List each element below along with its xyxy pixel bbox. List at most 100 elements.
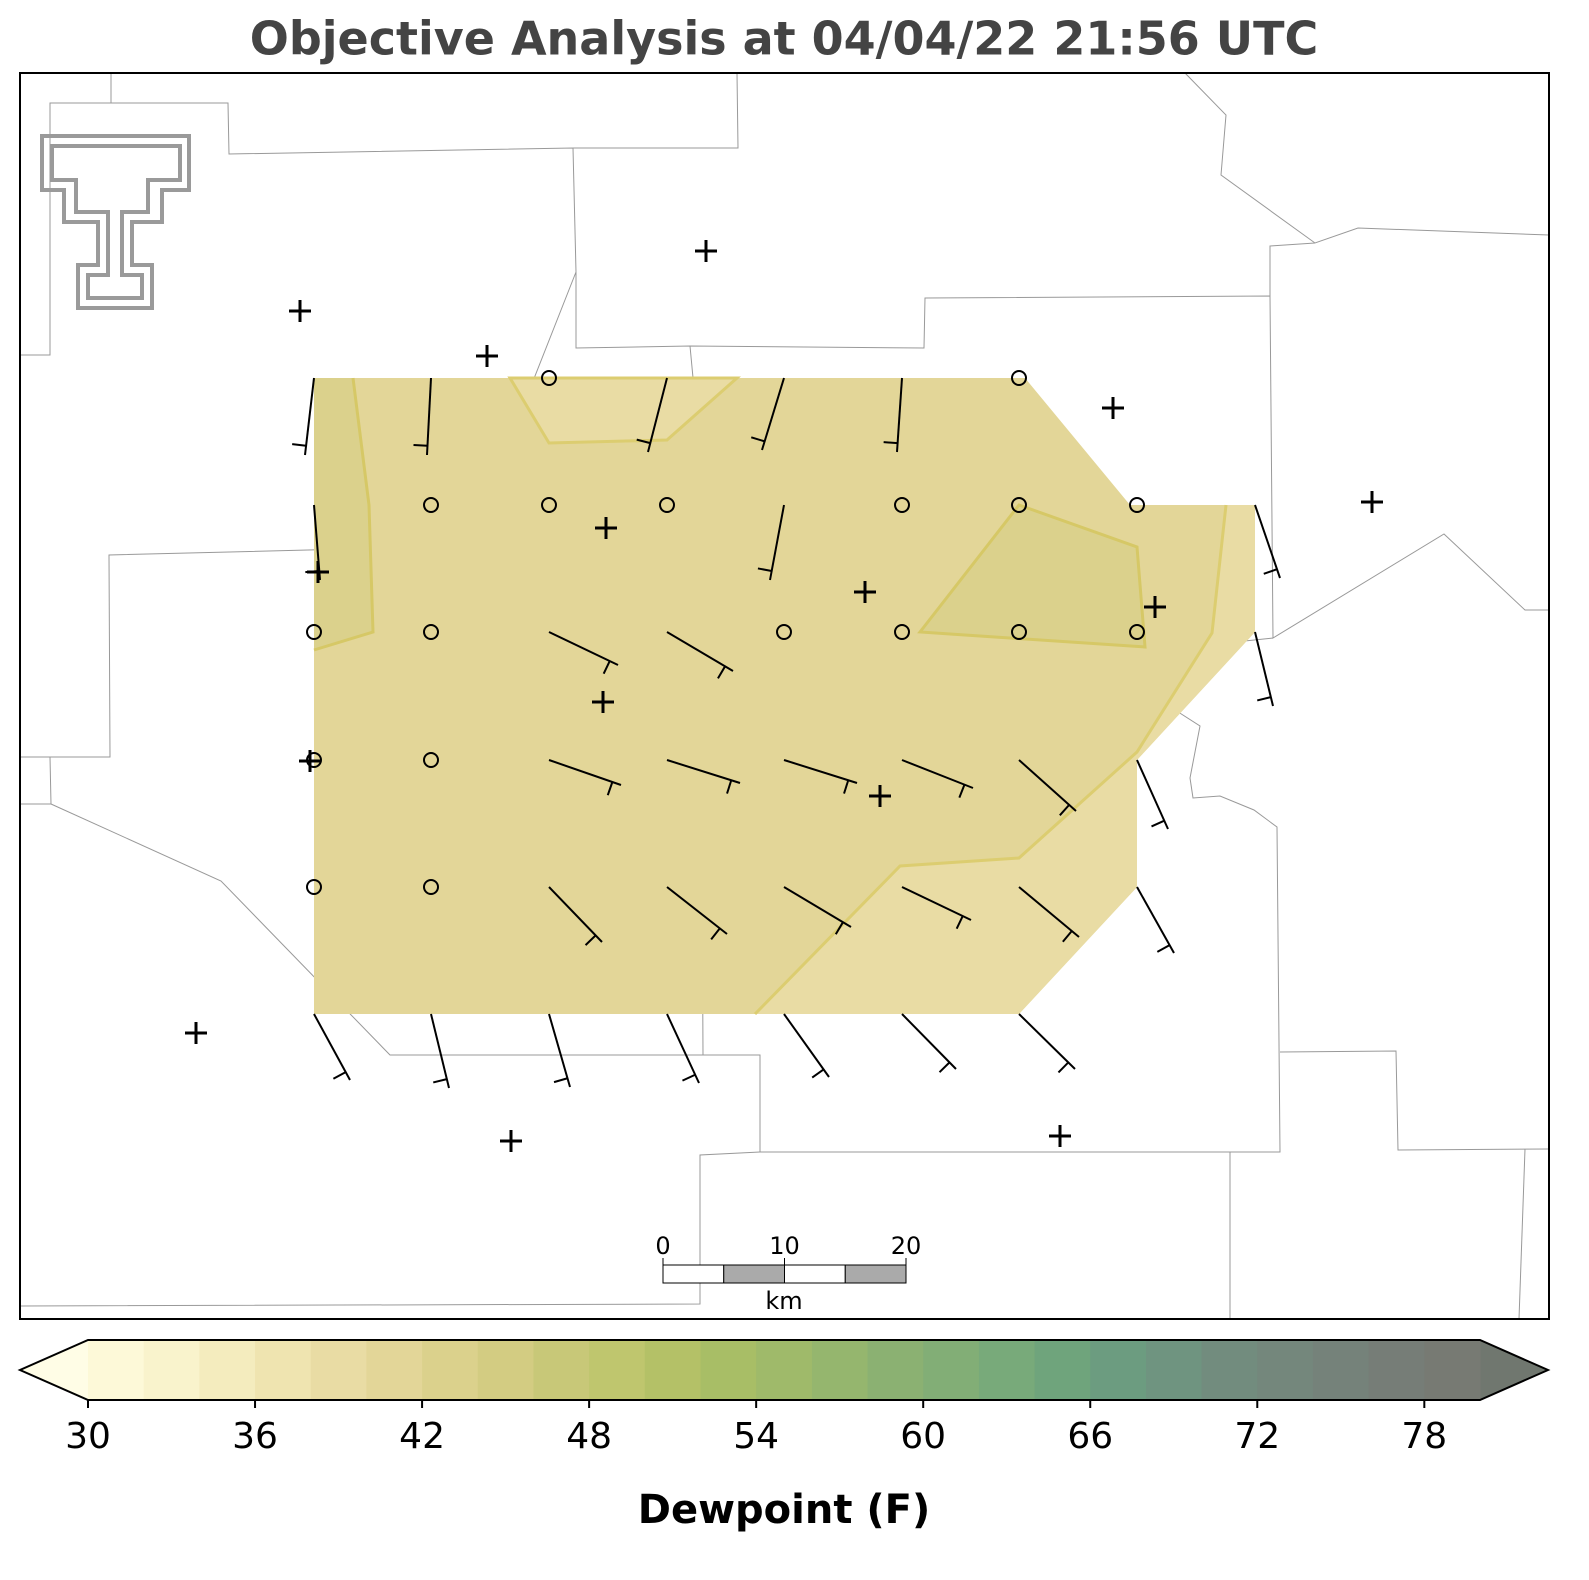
colorbar-tick-label: 60: [900, 1416, 946, 1457]
calm-station: [423, 624, 439, 640]
wind-barb-tick: [332, 1071, 347, 1080]
colorbar-bin: [422, 1340, 479, 1400]
colorbar-tick-label: 72: [1234, 1416, 1280, 1457]
colorbar-tick-label: 48: [566, 1416, 612, 1457]
scale-segment: [784, 1264, 846, 1284]
contour-line: [753, 504, 1228, 1016]
wind-barb-tick: [834, 921, 844, 935]
colorbar-tick-label: 42: [399, 1416, 445, 1457]
colorbar-bin: [644, 1340, 701, 1400]
dewpoint-region: [507, 376, 741, 445]
wind-barb: [548, 886, 603, 943]
wind-barb-tick: [553, 1077, 568, 1084]
wind-barb-tick: [717, 665, 726, 679]
colorbar-bin: [88, 1340, 145, 1400]
wind-barb: [426, 377, 432, 456]
colorbar-bin: [589, 1340, 646, 1400]
colorbar-bin: [867, 1340, 924, 1400]
station-marker: [595, 517, 617, 539]
station-marker: [185, 1022, 207, 1044]
logo: [40, 134, 191, 310]
wind-barb: [901, 759, 974, 789]
contour-line: [313, 377, 375, 652]
calm-station: [423, 752, 439, 768]
station-marker: [1049, 1125, 1071, 1147]
calm-station: [1129, 497, 1145, 513]
wind-barb: [1254, 504, 1281, 579]
colorbar-bin: [811, 1340, 869, 1400]
colorbar-bin: [1312, 1340, 1370, 1400]
wind-barb-tick: [1263, 568, 1278, 575]
wind-barb: [548, 759, 622, 786]
wind-barb: [769, 504, 785, 581]
wind-barb-tick: [1062, 930, 1073, 943]
colorbar-tick-label: 36: [232, 1416, 278, 1457]
colorbar-bin: [923, 1340, 980, 1400]
calm-station: [894, 624, 910, 640]
colorbar-bin: [366, 1340, 423, 1400]
wind-barb: [647, 377, 668, 453]
wind-barb: [666, 886, 728, 935]
scale-tick-label: 10: [769, 1232, 800, 1260]
colorbar-label: Dewpoint (F): [638, 1487, 931, 1533]
wind-barb-tick: [757, 567, 772, 572]
colorbar-tick-label: 78: [1401, 1416, 1447, 1457]
calm-station: [423, 879, 439, 895]
scale-tick-label: 0: [655, 1232, 670, 1260]
wind-barb: [1254, 631, 1274, 707]
colorbar-bin: [1145, 1340, 1203, 1400]
station-marker: [299, 750, 321, 772]
wind-barb: [761, 377, 785, 451]
calm-station: [776, 624, 792, 640]
wind-barb-tick: [811, 1068, 825, 1079]
wind-barb-tick: [682, 1073, 696, 1082]
calm-station: [306, 624, 322, 640]
wind-barb-tick: [1257, 696, 1272, 702]
colorbar-bin: [978, 1340, 1036, 1400]
wind-barb-tick: [883, 441, 898, 445]
station-marker: [854, 581, 876, 603]
scale-segment: [844, 1264, 907, 1284]
wind-barb: [1018, 759, 1077, 812]
wind-barb: [1136, 886, 1175, 954]
station-marker: [476, 345, 498, 367]
colorbar-bin: [1424, 1340, 1481, 1400]
map-frame: [19, 72, 1550, 1320]
colorbar-tick-label: 54: [733, 1416, 779, 1457]
station-marker: [307, 561, 329, 583]
colorbar-tick-label: 30: [65, 1416, 111, 1457]
colorbar-bin: [1034, 1340, 1091, 1400]
colorbar: Dewpoint (F) 30 36 42 48 54 60 66 72 78: [17, 1339, 1551, 1533]
station-marker: [1102, 397, 1124, 419]
wind-barb: [304, 377, 315, 456]
calm-station: [306, 879, 322, 895]
wind-barb-tick: [602, 660, 611, 675]
wind-barb: [666, 759, 741, 784]
calm-station: [1011, 370, 1027, 386]
wind-barb: [783, 886, 852, 928]
colorbar-extend-low: [20, 1340, 88, 1400]
analysis-fill: [313, 376, 1255, 1016]
scale-segment: [723, 1264, 785, 1284]
wind-barb: [666, 1013, 700, 1084]
colorbar-bin: [1201, 1340, 1258, 1400]
wind-barb: [313, 1013, 351, 1081]
colorbar-bin: [477, 1340, 534, 1400]
colorbar-extend-high: [1480, 1340, 1548, 1400]
calm-station: [541, 497, 557, 513]
calm-station: [1011, 624, 1027, 640]
wind-barb-tick: [726, 779, 733, 794]
wind-barb-tick: [433, 1078, 448, 1084]
wind-barb: [548, 631, 619, 666]
calm-station: [423, 497, 439, 513]
wind-barb: [548, 1013, 571, 1088]
title: Objective Analysis at 04/04/22 21:56 UTC: [250, 12, 1319, 66]
wind-barb: [430, 1013, 450, 1089]
scale-unit: km: [765, 1287, 802, 1315]
wind-barb-tick: [606, 781, 614, 796]
wind-barb: [783, 1013, 830, 1078]
wind-barb-tick: [1156, 944, 1171, 953]
wind-barb-tick: [413, 444, 428, 447]
scale-segment: [662, 1264, 725, 1284]
wind-barb-tick: [938, 1061, 951, 1073]
